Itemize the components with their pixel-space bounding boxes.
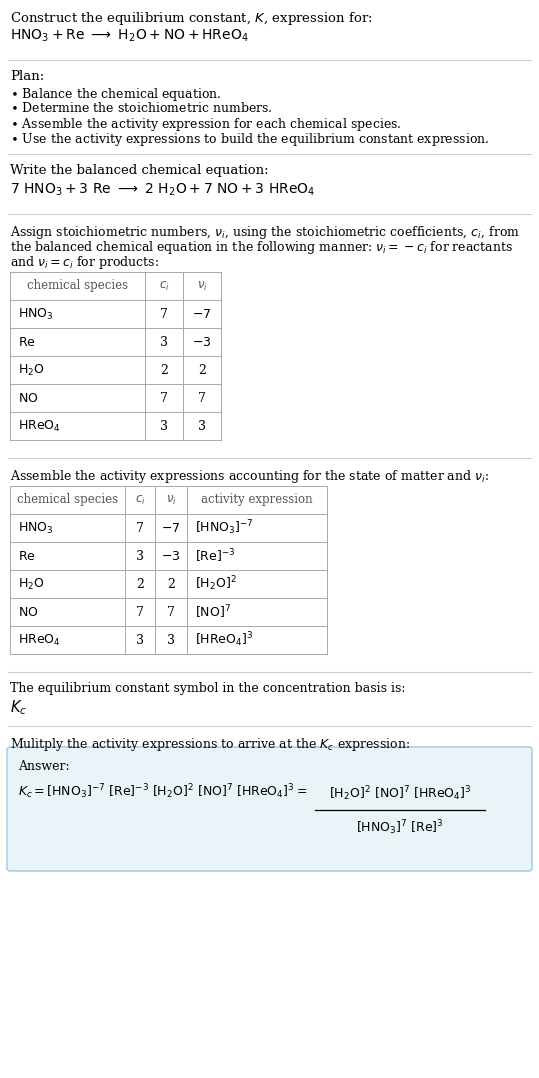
Text: $\mathrm{HReO_4}$: $\mathrm{HReO_4}$	[18, 633, 61, 648]
Text: and $\nu_i = c_i$ for products:: and $\nu_i = c_i$ for products:	[10, 254, 159, 271]
Text: 3: 3	[160, 335, 168, 348]
Text: $\nu_i$: $\nu_i$	[165, 494, 176, 507]
Text: The equilibrium constant symbol in the concentration basis is:: The equilibrium constant symbol in the c…	[10, 682, 405, 695]
Text: $K_c = [\mathrm{HNO_3}]^{-7}\ [\mathrm{Re}]^{-3}\ [\mathrm{H_2O}]^{2}\ [\mathrm{: $K_c = [\mathrm{HNO_3}]^{-7}\ [\mathrm{R…	[18, 782, 307, 801]
Text: $\mathrm{HReO_4}$: $\mathrm{HReO_4}$	[18, 418, 61, 433]
Text: $-7$: $-7$	[161, 522, 181, 535]
Text: $[\mathrm{HReO_4}]^{3}$: $[\mathrm{HReO_4}]^{3}$	[195, 631, 253, 649]
Text: 3: 3	[198, 419, 206, 432]
Text: $[\mathrm{H_2O}]^{2}$: $[\mathrm{H_2O}]^{2}$	[195, 575, 237, 593]
Text: 2: 2	[167, 578, 175, 591]
Text: $\bullet$ Use the activity expressions to build the equilibrium constant express: $\bullet$ Use the activity expressions t…	[10, 132, 489, 148]
Text: $\mathrm{H_2O}$: $\mathrm{H_2O}$	[18, 362, 45, 377]
Text: $\mathrm{7\ HNO_3 + 3\ Re\ \longrightarrow\ 2\ H_2O + 7\ NO + 3\ HReO_4}$: $\mathrm{7\ HNO_3 + 3\ Re\ \longrightarr…	[10, 182, 315, 198]
Text: $\mathrm{HNO_3}$: $\mathrm{HNO_3}$	[18, 306, 53, 321]
Text: 2: 2	[198, 363, 206, 376]
Text: $[\mathrm{Re}]^{-3}$: $[\mathrm{Re}]^{-3}$	[195, 548, 236, 565]
Text: $\mathrm{H_2O}$: $\mathrm{H_2O}$	[18, 577, 45, 592]
Text: 7: 7	[136, 522, 144, 535]
Text: the balanced chemical equation in the following manner: $\nu_i = -c_i$ for react: the balanced chemical equation in the fo…	[10, 239, 513, 255]
Text: $[\mathrm{HNO_3}]^7\ [\mathrm{Re}]^3$: $[\mathrm{HNO_3}]^7\ [\mathrm{Re}]^3$	[356, 818, 444, 837]
Text: chemical species: chemical species	[27, 279, 128, 292]
Text: 3: 3	[136, 634, 144, 647]
Text: $[\mathrm{HNO_3}]^{-7}$: $[\mathrm{HNO_3}]^{-7}$	[195, 519, 254, 537]
Text: $\mathrm{Re}$: $\mathrm{Re}$	[18, 335, 36, 348]
Text: 3: 3	[136, 550, 144, 563]
Text: 7: 7	[198, 391, 206, 404]
Text: $\mathrm{Re}$: $\mathrm{Re}$	[18, 550, 36, 563]
Text: $\bullet$ Determine the stoichiometric numbers.: $\bullet$ Determine the stoichiometric n…	[10, 101, 273, 115]
Text: 7: 7	[167, 606, 175, 619]
Text: Construct the equilibrium constant, $K$, expression for:: Construct the equilibrium constant, $K$,…	[10, 10, 372, 27]
Text: $K_c$: $K_c$	[10, 697, 27, 717]
Text: $\bullet$ Assemble the activity expression for each chemical species.: $\bullet$ Assemble the activity expressi…	[10, 116, 402, 133]
Text: $\mathrm{NO}$: $\mathrm{NO}$	[18, 391, 38, 404]
Text: 7: 7	[160, 391, 168, 404]
Text: $\bullet$ Balance the chemical equation.: $\bullet$ Balance the chemical equation.	[10, 86, 222, 103]
Text: $\mathrm{NO}$: $\mathrm{NO}$	[18, 606, 38, 619]
Text: chemical species: chemical species	[17, 494, 118, 507]
Text: 2: 2	[136, 578, 144, 591]
Text: Assemble the activity expressions accounting for the state of matter and $\nu_i$: Assemble the activity expressions accoun…	[10, 468, 489, 485]
Text: Write the balanced chemical equation:: Write the balanced chemical equation:	[10, 164, 268, 177]
Text: $c_i$: $c_i$	[135, 494, 146, 507]
Text: Mulitply the activity expressions to arrive at the $K_c$ expression:: Mulitply the activity expressions to arr…	[10, 736, 410, 754]
Text: $[\mathrm{NO}]^{7}$: $[\mathrm{NO}]^{7}$	[195, 604, 231, 621]
Text: $-3$: $-3$	[161, 550, 181, 563]
Text: 7: 7	[160, 307, 168, 320]
Text: 2: 2	[160, 363, 168, 376]
Text: Assign stoichiometric numbers, $\nu_i$, using the stoichiometric coefficients, $: Assign stoichiometric numbers, $\nu_i$, …	[10, 224, 520, 241]
Text: $[\mathrm{H_2O}]^2\ [\mathrm{NO}]^7\ [\mathrm{HReO_4}]^3$: $[\mathrm{H_2O}]^2\ [\mathrm{NO}]^7\ [\m…	[329, 784, 471, 803]
Text: $\nu_i$: $\nu_i$	[197, 279, 208, 292]
Text: $c_i$: $c_i$	[158, 279, 169, 292]
Text: 7: 7	[136, 606, 144, 619]
Text: Answer:: Answer:	[18, 760, 70, 773]
Text: $\mathrm{HNO_3 + Re\ \longrightarrow\ H_2O + NO + HReO_4}$: $\mathrm{HNO_3 + Re\ \longrightarrow\ H_…	[10, 28, 248, 44]
Text: $-3$: $-3$	[192, 335, 212, 348]
Text: Plan:: Plan:	[10, 70, 44, 83]
FancyBboxPatch shape	[7, 747, 532, 871]
Text: 3: 3	[160, 419, 168, 432]
Text: 3: 3	[167, 634, 175, 647]
Text: $\mathrm{HNO_3}$: $\mathrm{HNO_3}$	[18, 521, 53, 536]
Text: $-7$: $-7$	[192, 307, 212, 320]
Text: activity expression: activity expression	[201, 494, 313, 507]
